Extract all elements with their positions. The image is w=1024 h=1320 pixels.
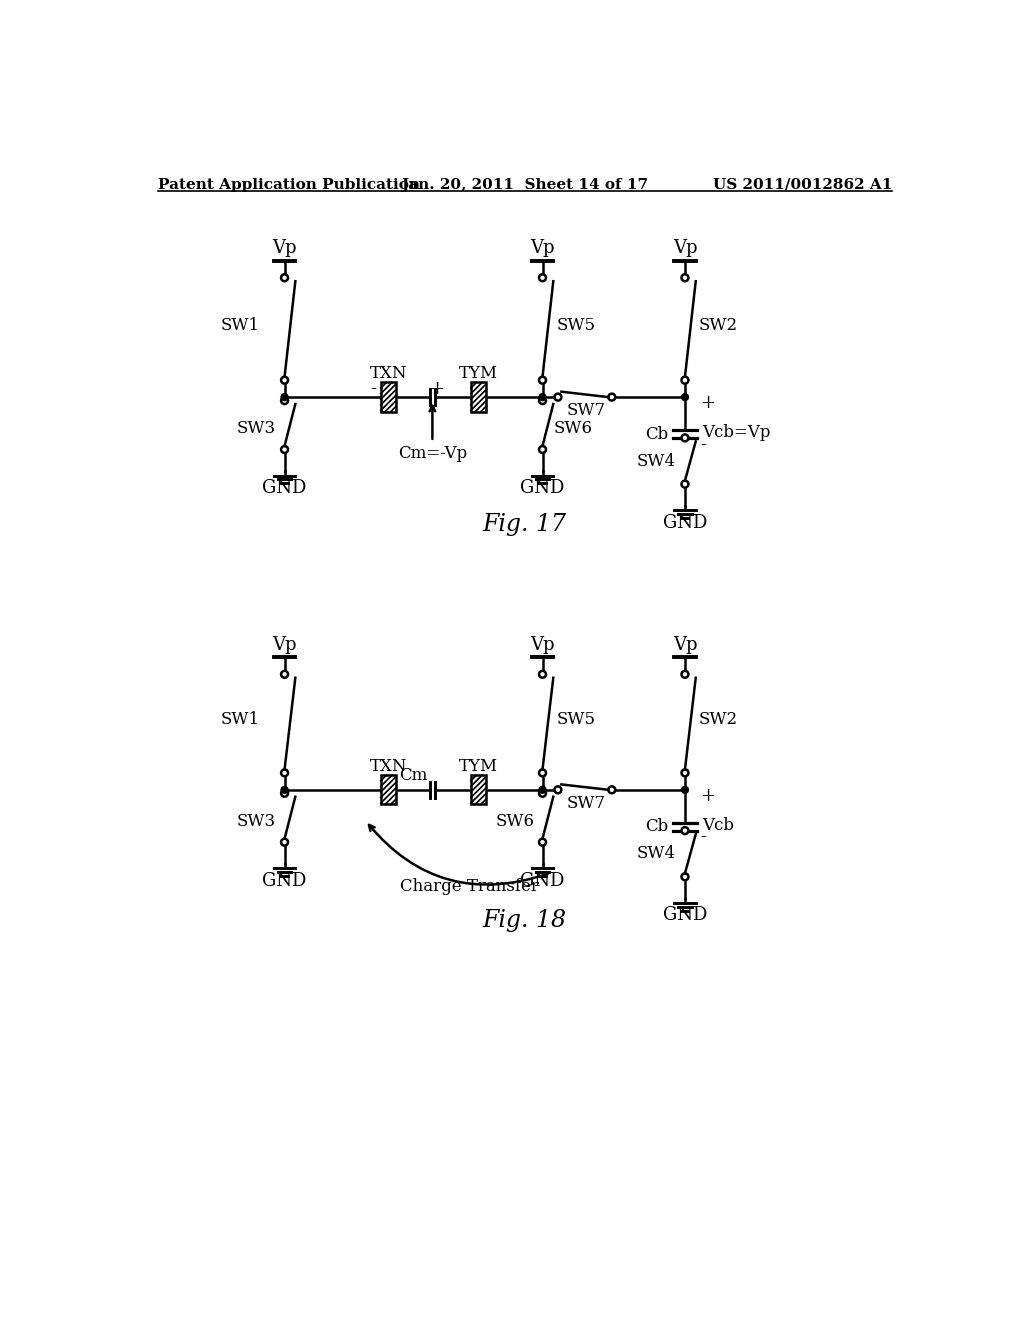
Circle shape bbox=[682, 393, 688, 400]
Text: Fig. 17: Fig. 17 bbox=[482, 512, 567, 536]
Polygon shape bbox=[471, 775, 486, 804]
Circle shape bbox=[282, 787, 288, 793]
Text: SW2: SW2 bbox=[698, 711, 738, 729]
Circle shape bbox=[682, 376, 688, 384]
Text: Jan. 20, 2011  Sheet 14 of 17: Jan. 20, 2011 Sheet 14 of 17 bbox=[401, 178, 648, 191]
Circle shape bbox=[282, 393, 288, 400]
Text: SW1: SW1 bbox=[221, 711, 260, 729]
Polygon shape bbox=[381, 775, 396, 804]
Text: GND: GND bbox=[663, 513, 708, 532]
Text: +: + bbox=[429, 380, 444, 399]
Text: SW7: SW7 bbox=[567, 403, 606, 420]
Text: Vp: Vp bbox=[530, 239, 555, 257]
Text: SW3: SW3 bbox=[237, 813, 275, 830]
Text: TXN: TXN bbox=[370, 758, 408, 775]
Text: SW4: SW4 bbox=[637, 453, 676, 470]
Circle shape bbox=[682, 434, 688, 441]
Text: SW1: SW1 bbox=[221, 317, 260, 334]
Circle shape bbox=[282, 275, 288, 281]
Circle shape bbox=[682, 275, 688, 281]
Text: Vp: Vp bbox=[673, 636, 697, 653]
Circle shape bbox=[682, 874, 688, 880]
Text: -: - bbox=[700, 829, 707, 846]
Polygon shape bbox=[471, 383, 486, 412]
Circle shape bbox=[682, 787, 688, 793]
Circle shape bbox=[682, 671, 688, 677]
Text: +: + bbox=[700, 787, 716, 805]
Text: GND: GND bbox=[262, 871, 307, 890]
Circle shape bbox=[539, 275, 546, 281]
Text: Vp: Vp bbox=[272, 636, 297, 653]
Text: TYM: TYM bbox=[459, 758, 498, 775]
Text: Patent Application Publication: Patent Application Publication bbox=[158, 178, 420, 191]
Text: -: - bbox=[700, 436, 707, 454]
Text: SW5: SW5 bbox=[556, 317, 595, 334]
Text: SW4: SW4 bbox=[637, 845, 676, 862]
Text: Charge Transfer: Charge Transfer bbox=[400, 878, 539, 895]
Text: Vcb: Vcb bbox=[701, 817, 734, 834]
Circle shape bbox=[539, 838, 546, 846]
Text: SW6: SW6 bbox=[553, 420, 592, 437]
Circle shape bbox=[554, 787, 561, 793]
Circle shape bbox=[282, 397, 288, 404]
Text: Vp: Vp bbox=[272, 239, 297, 257]
Text: SW2: SW2 bbox=[698, 317, 738, 334]
Text: Vcb=Vp: Vcb=Vp bbox=[701, 424, 770, 441]
Text: GND: GND bbox=[262, 479, 307, 496]
Circle shape bbox=[282, 789, 288, 797]
Text: GND: GND bbox=[520, 871, 564, 890]
Circle shape bbox=[282, 446, 288, 453]
Text: Cb: Cb bbox=[645, 818, 668, 836]
Circle shape bbox=[282, 838, 288, 846]
Circle shape bbox=[539, 787, 546, 793]
Text: SW3: SW3 bbox=[237, 420, 275, 437]
Circle shape bbox=[539, 376, 546, 384]
Text: TYM: TYM bbox=[459, 366, 498, 383]
Text: Fig. 18: Fig. 18 bbox=[482, 909, 567, 932]
Circle shape bbox=[282, 376, 288, 384]
Circle shape bbox=[539, 446, 546, 453]
Text: SW5: SW5 bbox=[556, 711, 595, 729]
Text: SW6: SW6 bbox=[496, 813, 535, 830]
Circle shape bbox=[539, 393, 546, 400]
Circle shape bbox=[539, 770, 546, 776]
Circle shape bbox=[608, 393, 615, 400]
Text: -: - bbox=[371, 380, 376, 399]
Text: Cm=-Vp: Cm=-Vp bbox=[397, 445, 467, 462]
Circle shape bbox=[682, 828, 688, 834]
Text: GND: GND bbox=[520, 479, 564, 496]
Circle shape bbox=[682, 770, 688, 776]
Circle shape bbox=[608, 787, 615, 793]
Text: TXN: TXN bbox=[370, 366, 408, 383]
Circle shape bbox=[282, 770, 288, 776]
Circle shape bbox=[282, 671, 288, 677]
Text: SW7: SW7 bbox=[567, 795, 606, 812]
Circle shape bbox=[539, 397, 546, 404]
Circle shape bbox=[554, 393, 561, 400]
Text: Cb: Cb bbox=[645, 425, 668, 442]
Circle shape bbox=[682, 480, 688, 487]
Circle shape bbox=[539, 671, 546, 677]
Text: GND: GND bbox=[663, 907, 708, 924]
Text: US 2011/0012862 A1: US 2011/0012862 A1 bbox=[713, 178, 892, 191]
Text: Cm: Cm bbox=[399, 767, 428, 784]
Polygon shape bbox=[381, 383, 396, 412]
Text: Vp: Vp bbox=[530, 636, 555, 653]
Text: +: + bbox=[700, 395, 716, 412]
Text: Vp: Vp bbox=[673, 239, 697, 257]
Circle shape bbox=[539, 789, 546, 797]
